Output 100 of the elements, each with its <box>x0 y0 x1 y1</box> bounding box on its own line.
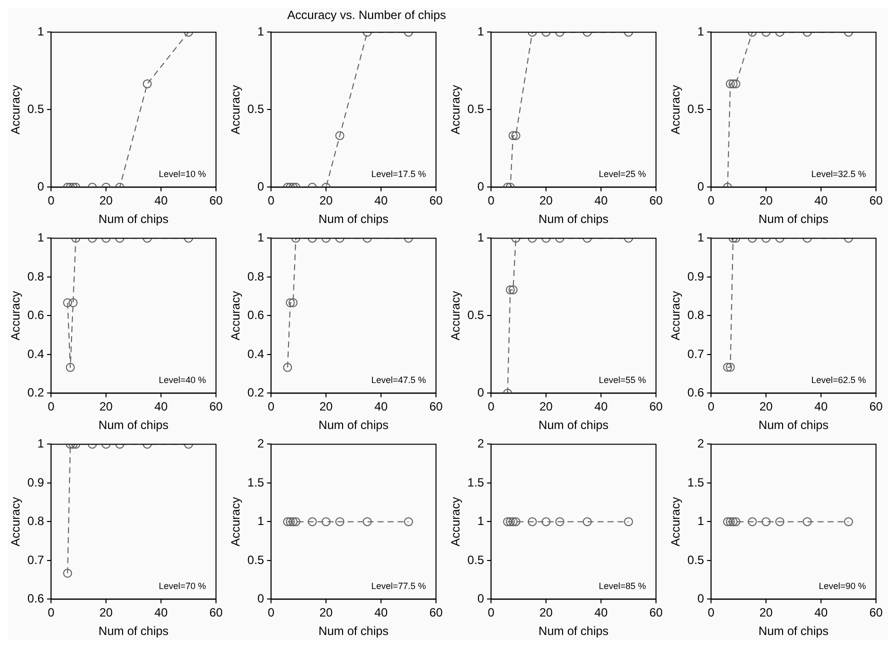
annotation: Level=47.5 % <box>371 375 426 386</box>
point <box>726 79 735 88</box>
y-tick-label: 0 <box>37 180 44 194</box>
y-tick-label: 0.9 <box>27 475 44 490</box>
x-tick-label: 20 <box>319 194 334 208</box>
x-tick-label: 0 <box>268 606 275 620</box>
x-tick-label: 40 <box>594 194 608 208</box>
x-tick-label: 20 <box>319 400 334 414</box>
x-tick-label: 60 <box>209 194 223 208</box>
y-tick-label: 1 <box>257 514 264 528</box>
y-tick-label: 0.5 <box>687 552 704 567</box>
x-tick-label: 60 <box>429 606 443 620</box>
y-tick-label: 0.6 <box>247 308 264 322</box>
annotation: Level=85 % <box>598 581 646 592</box>
x-tick-label: 60 <box>429 194 443 208</box>
x-axis-title: Num of chips <box>318 418 389 432</box>
x-axis-title: Num of chips <box>538 418 609 432</box>
x-tick-label: 40 <box>374 194 388 208</box>
x-tick-label: 0 <box>488 400 495 414</box>
x-tick-label: 0 <box>48 606 55 620</box>
y-axis-title: Accuracy <box>668 85 683 134</box>
x-tick-label: 40 <box>374 606 388 620</box>
x-tick-label: 0 <box>488 606 495 620</box>
annotation: Level=25 % <box>598 169 646 180</box>
x-tick-label: 40 <box>374 400 388 414</box>
y-tick-label: 0.8 <box>27 514 44 528</box>
y-tick-label: 2 <box>477 436 484 451</box>
point <box>335 131 344 140</box>
annotation: Level=62.5 % <box>811 375 866 386</box>
annotation: Level=17.5 % <box>371 169 426 180</box>
annotation: Level=40 % <box>158 375 206 386</box>
y-tick-label: 1 <box>697 514 704 528</box>
y-tick-label: 2 <box>697 436 704 451</box>
y-tick-label: 1 <box>37 230 44 245</box>
y-tick-label: 0.5 <box>467 308 484 322</box>
x-tick-label: 0 <box>708 606 715 620</box>
x-tick-label: 0 <box>708 400 715 414</box>
point <box>63 298 72 308</box>
x-tick-label: 20 <box>539 606 554 620</box>
x-tick-label: 0 <box>268 400 275 414</box>
chart-title: Accuracy vs. Number of chips <box>287 8 446 22</box>
y-tick-label: 0.4 <box>27 346 44 361</box>
y-tick-label: 0.6 <box>27 592 44 606</box>
x-axis-title: Num of chips <box>98 418 169 432</box>
y-tick-label: 0.5 <box>247 552 264 567</box>
x-tick-label: 60 <box>209 606 223 620</box>
point <box>68 298 78 308</box>
x-tick-label: 60 <box>649 194 663 208</box>
y-tick-label: 0.8 <box>247 269 264 284</box>
y-tick-label: 1.5 <box>467 475 484 490</box>
y-tick-label: 1 <box>257 24 264 39</box>
y-tick-label: 0 <box>697 592 704 606</box>
point <box>508 285 518 294</box>
annotation: Level=32.5 % <box>811 169 866 180</box>
x-axis-title: Num of chips <box>318 624 389 638</box>
y-tick-label: 0.2 <box>247 386 264 400</box>
y-tick-label: 0.8 <box>27 269 44 284</box>
y-tick-label: 0 <box>257 592 264 606</box>
annotation: Level=77.5 % <box>371 581 426 592</box>
x-tick-label: 40 <box>814 606 828 620</box>
point <box>142 79 152 88</box>
x-tick-label: 40 <box>594 606 608 620</box>
x-tick-label: 20 <box>99 606 114 620</box>
y-tick-label: 0 <box>477 592 484 606</box>
x-tick-label: 20 <box>759 400 774 414</box>
point <box>286 298 295 308</box>
x-tick-label: 60 <box>209 400 223 414</box>
x-tick-label: 0 <box>48 194 55 208</box>
y-tick-label: 1 <box>257 230 264 245</box>
y-axis-title: Accuracy <box>448 497 463 546</box>
y-tick-label: 0.7 <box>27 552 44 567</box>
y-axis-title: Accuracy <box>448 291 463 340</box>
y-tick-label: 1 <box>697 24 704 39</box>
x-tick-label: 40 <box>594 400 608 414</box>
y-tick-label: 0 <box>477 386 484 400</box>
y-tick-label: 0.9 <box>687 269 704 284</box>
x-axis-title: Num of chips <box>98 624 169 638</box>
x-tick-label: 60 <box>649 400 663 414</box>
y-axis-title: Accuracy <box>228 497 243 546</box>
x-tick-label: 40 <box>154 194 168 208</box>
x-tick-label: 0 <box>268 194 275 208</box>
y-tick-label: 1 <box>37 24 44 39</box>
x-tick-label: 20 <box>319 606 334 620</box>
point <box>728 79 738 88</box>
x-tick-label: 20 <box>539 194 554 208</box>
point <box>506 285 515 294</box>
x-tick-label: 60 <box>869 194 883 208</box>
y-axis-title: Accuracy <box>228 85 243 134</box>
y-tick-label: 1 <box>697 230 704 245</box>
point <box>288 298 298 308</box>
y-tick-label: 0 <box>257 180 264 194</box>
y-axis-title: Accuracy <box>228 291 243 340</box>
y-tick-label: 1.5 <box>247 475 264 490</box>
x-tick-label: 0 <box>488 194 495 208</box>
x-axis-title: Num of chips <box>758 212 829 226</box>
x-tick-label: 20 <box>759 194 774 208</box>
x-tick-label: 60 <box>869 400 883 414</box>
y-tick-label: 2 <box>257 436 264 451</box>
x-tick-label: 60 <box>869 606 883 620</box>
x-tick-label: 40 <box>814 400 828 414</box>
